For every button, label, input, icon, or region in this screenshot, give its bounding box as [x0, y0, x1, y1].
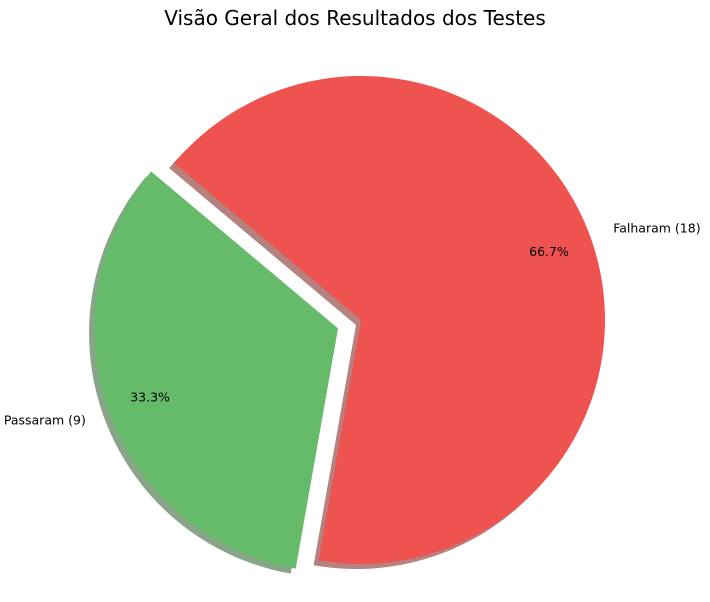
pct-label-falharam-18: 66.7%: [529, 244, 569, 259]
slice-label-passaram-9: Passaram (9): [4, 413, 86, 428]
pie-slice-passaram-9: [94, 171, 339, 569]
slice-label-falharam-18: Falharam (18): [613, 221, 700, 236]
pie-slice-falharam-18: [174, 75, 606, 564]
pct-label-passaram-9: 33.3%: [130, 389, 170, 404]
slice-layer: [94, 75, 606, 569]
chart-title: Visão Geral dos Resultados dos Testes: [164, 6, 546, 30]
label-layer: 33.3% Passaram (9) 66.7% Falharam (18): [4, 221, 701, 428]
